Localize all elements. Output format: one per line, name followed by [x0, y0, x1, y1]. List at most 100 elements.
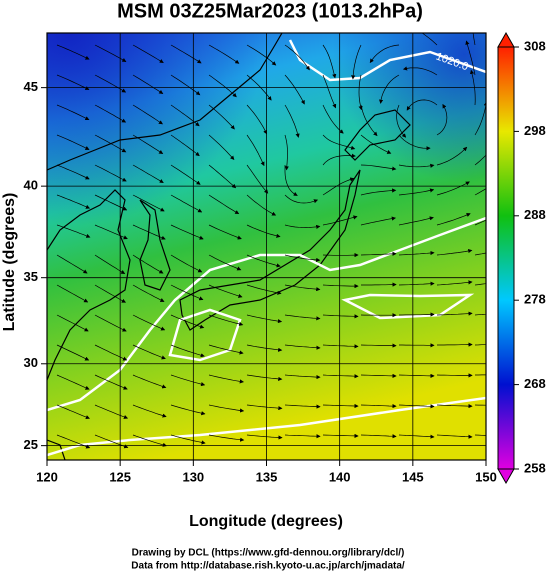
streamline: [170, 404, 206, 416]
streamline: [369, 44, 400, 64]
colorbar-tick-label: 298: [524, 123, 546, 138]
streamline: [246, 194, 277, 216]
streamline: [94, 44, 127, 62]
streamline: [132, 44, 164, 63]
streamline: [170, 284, 204, 301]
streamline: [246, 344, 283, 352]
x-tick-label: 130: [182, 469, 204, 484]
streamline: [208, 104, 235, 130]
streamline: [284, 284, 321, 292]
streamline: [398, 188, 435, 196]
streamline: [170, 344, 205, 358]
streamline: [56, 194, 91, 209]
streamline: [94, 194, 128, 211]
streamline: [170, 164, 201, 185]
streamline: [246, 224, 281, 238]
streamline: [94, 134, 127, 153]
streamline: [56, 224, 91, 238]
streamline: [170, 104, 200, 127]
streamline: [398, 434, 435, 439]
streamline: [170, 74, 201, 96]
streamline: [436, 103, 448, 136]
streamline: [322, 134, 356, 150]
streamline: [398, 250, 435, 256]
streamline: [56, 314, 89, 332]
streamline: [246, 254, 281, 268]
streamline: [208, 134, 235, 161]
streamline: [284, 404, 321, 409]
streamline: [132, 434, 167, 447]
map-field: [47, 33, 486, 460]
streamline: [465, 40, 476, 76]
streamline: [322, 433, 359, 438]
streamline: [436, 146, 468, 166]
streamline: [170, 434, 206, 445]
streamline: [474, 313, 486, 316]
streamline: [360, 373, 397, 378]
colorbar-tick-label: 308: [524, 38, 546, 53]
streamline: [322, 284, 359, 289]
streamline: [208, 164, 237, 189]
streamline: [170, 194, 203, 213]
streamline: [56, 104, 90, 121]
streamline: [406, 99, 438, 111]
colorbar: [497, 46, 515, 470]
streamline: [56, 164, 90, 180]
streamline: [474, 434, 486, 436]
streamline: [132, 344, 166, 360]
streamline: [132, 254, 164, 274]
streamline: [246, 314, 283, 324]
streamline: [170, 314, 205, 329]
streamline: [208, 224, 242, 240]
streamline: [246, 404, 283, 411]
streamline: [208, 344, 244, 355]
streamline: [132, 314, 166, 331]
x-tick-label: 135: [256, 469, 278, 484]
x-axis-title: Longitude (degrees): [189, 513, 343, 530]
streamline: [132, 134, 164, 154]
colorbar-tick-label: 268: [524, 376, 546, 391]
streamline: [170, 254, 203, 273]
streamline: [246, 284, 282, 295]
x-tick-label: 140: [329, 469, 351, 484]
streamline: [132, 74, 164, 94]
streamline: [94, 314, 127, 332]
streamline: [94, 374, 128, 390]
streamline: [94, 404, 129, 419]
streamline: [208, 374, 244, 384]
streamline: [208, 314, 244, 326]
streamline: [94, 254, 126, 274]
colorbar-extend: [497, 31, 515, 48]
streamline: [284, 165, 298, 196]
streamline: [360, 188, 397, 196]
streamline: [170, 374, 206, 387]
streamline: [170, 44, 202, 64]
streamline: [322, 44, 337, 79]
streamline: [284, 104, 300, 138]
colorbar-extend: [497, 468, 515, 485]
streamline: [360, 251, 397, 256]
streamline: [94, 224, 128, 240]
streamline: [474, 283, 486, 286]
streamline: [437, 342, 473, 347]
streamline: [398, 163, 435, 168]
streamline: [56, 134, 90, 150]
chart-title: MSM 03Z25Mar2023 (1013.2hPa): [117, 0, 423, 22]
streamlines: [56, 33, 486, 449]
footer-line: Data from http://database.rish.kyoto-u.a…: [131, 561, 405, 572]
footer-line: Drawing by DCL (https://www.gfd-dennou.o…: [132, 548, 405, 559]
streamline: [284, 254, 321, 262]
streamline: [284, 374, 321, 380]
streamline: [322, 74, 337, 109]
streamline: [208, 44, 240, 64]
streamline: [208, 74, 237, 98]
y-tick-label: 45: [24, 79, 38, 94]
streamline: [56, 254, 88, 274]
streamline: [322, 177, 355, 196]
streamline: [322, 374, 359, 379]
colorbar-tick-label: 288: [524, 207, 546, 222]
streamline: [56, 44, 90, 60]
streamline: [472, 33, 476, 46]
